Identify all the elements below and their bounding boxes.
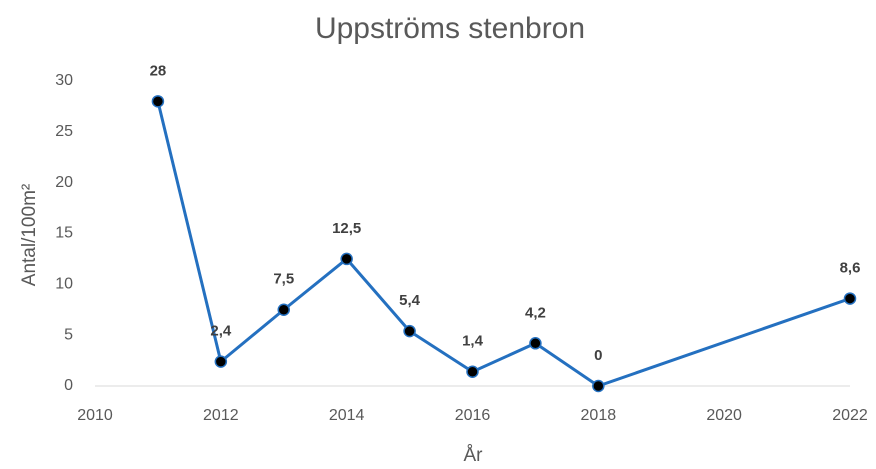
y-tick-label: 10 <box>55 276 73 293</box>
x-tick-label: 2022 <box>832 407 868 424</box>
data-label: 28 <box>150 62 167 79</box>
data-point <box>340 252 353 266</box>
data-point <box>151 95 165 108</box>
series-line <box>156 100 851 388</box>
y-tick-label: 20 <box>55 174 73 191</box>
data-label: 8,6 <box>840 260 861 277</box>
data-label: 0 <box>594 347 602 364</box>
x-axis-title: År <box>464 445 484 466</box>
data-point <box>843 292 857 305</box>
data-label: 12,5 <box>332 220 361 237</box>
data-label: 4,2 <box>525 304 546 321</box>
y-tick-label: 30 <box>55 72 73 89</box>
data-label: 5,4 <box>399 292 421 309</box>
data-point <box>403 324 416 338</box>
x-tick-label: 2010 <box>77 407 113 424</box>
chart-title: Uppströms stenbron <box>315 12 585 45</box>
data-point <box>466 365 479 379</box>
data-point <box>214 355 228 368</box>
y-axis-title: Antal/100m² <box>19 184 40 286</box>
data-label: 2,4 <box>210 323 232 340</box>
y-tick-label: 5 <box>64 326 73 343</box>
data-label: 1,4 <box>462 333 484 350</box>
x-tick-label: 2016 <box>455 407 491 424</box>
x-tick-label: 2020 <box>706 407 742 424</box>
y-tick-label: 15 <box>55 225 73 242</box>
y-tick-label: 0 <box>64 377 73 394</box>
data-point <box>529 337 542 350</box>
data-point <box>277 303 290 316</box>
x-tick-label: 2012 <box>203 407 239 424</box>
data-point <box>592 379 605 393</box>
data-label: 7,5 <box>273 271 294 288</box>
x-tick-label: 2014 <box>329 407 365 424</box>
x-tick-label: 2018 <box>581 407 617 424</box>
y-tick-label: 25 <box>55 123 73 140</box>
